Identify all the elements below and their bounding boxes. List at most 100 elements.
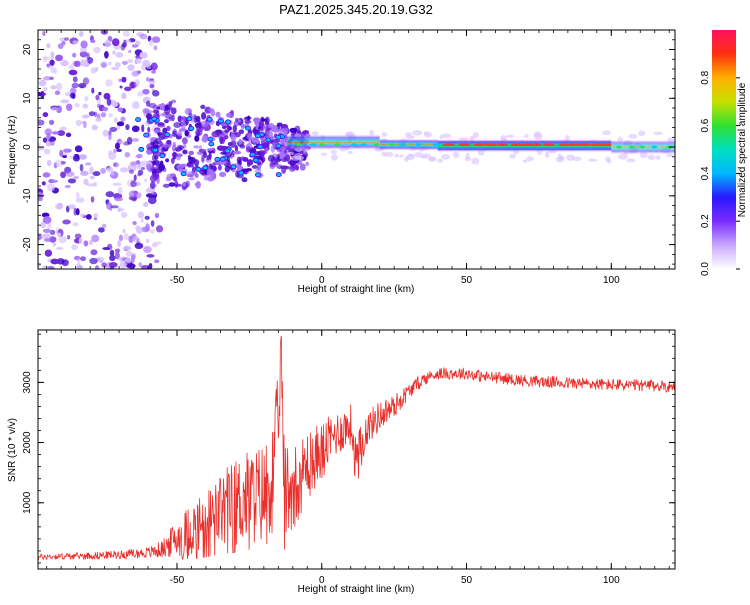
noise-blob	[154, 259, 159, 263]
halo-blob	[347, 151, 353, 154]
transition-blob	[252, 138, 258, 143]
transition-blob	[225, 166, 230, 173]
noise-blob	[151, 70, 156, 73]
noise-blob	[43, 57, 51, 60]
band-peak	[543, 143, 555, 146]
band-peak	[458, 143, 470, 146]
hotspot-blob	[136, 118, 141, 122]
noise-blob	[50, 259, 59, 265]
noise-blob	[117, 121, 124, 126]
transition-blob	[230, 134, 236, 141]
hotspot-blob	[144, 133, 149, 137]
halo-blob	[404, 157, 409, 162]
hotspot-blob	[207, 117, 212, 121]
hotspot-blob	[218, 119, 223, 123]
hotspot-blob	[203, 166, 208, 170]
noise-blob	[127, 64, 134, 71]
halo-blob	[412, 130, 422, 136]
noise-blob	[68, 65, 74, 70]
noise-blob	[82, 104, 88, 109]
noise-blob	[154, 45, 158, 50]
halo-blob	[626, 158, 636, 162]
noise-blob	[116, 52, 124, 58]
hotspot-blob	[215, 157, 220, 161]
hotspot-blob	[153, 148, 158, 152]
transition-blob	[215, 112, 220, 118]
transition-blob	[279, 156, 283, 159]
noise-blob	[105, 79, 112, 86]
noise-blob	[73, 222, 79, 226]
noise-blob	[37, 92, 42, 96]
transition-blob	[182, 150, 187, 155]
noise-blob	[66, 104, 72, 111]
noise-blob	[74, 103, 79, 107]
noise-blob	[121, 77, 126, 83]
transition-blob	[238, 139, 242, 144]
hotspot-blob	[208, 137, 213, 141]
noise-blob	[109, 255, 116, 261]
noise-blob	[132, 71, 139, 77]
noise-blob	[108, 113, 112, 117]
noise-blob	[80, 41, 87, 49]
noise-blob	[92, 125, 99, 131]
noise-blob	[122, 229, 126, 233]
noise-blob	[114, 117, 118, 123]
transition-blob	[171, 108, 177, 115]
noise-blob	[91, 196, 95, 202]
noise-blob	[45, 249, 52, 256]
spectrogram-xtick-label: 100	[603, 275, 620, 286]
noise-blob	[73, 76, 78, 82]
hotspot-blob	[187, 117, 192, 121]
halo-blob	[442, 133, 451, 138]
noise-blob	[80, 256, 86, 261]
noise-blob	[70, 93, 76, 99]
transition-blob	[255, 124, 258, 130]
noise-blob	[128, 50, 131, 53]
transition-blob	[206, 148, 213, 151]
noise-blob	[137, 173, 141, 176]
noise-blob	[149, 39, 154, 46]
noise-blob	[60, 99, 69, 103]
noise-blob	[154, 241, 162, 244]
noise-blob	[79, 238, 83, 244]
halo-blob	[545, 152, 549, 159]
hotspot-blob	[225, 149, 230, 153]
transition-blob	[222, 125, 227, 129]
colorbar-gradient	[712, 30, 736, 269]
band-peak	[484, 143, 496, 146]
band-peak	[319, 143, 325, 146]
transition-blob	[265, 121, 269, 125]
noise-blob	[146, 239, 150, 243]
noise-blob	[132, 221, 136, 225]
transition-blob	[149, 103, 157, 108]
noise-blob	[43, 137, 47, 142]
noise-blob	[42, 265, 48, 271]
noise-blob	[132, 101, 140, 109]
noise-blob	[103, 130, 109, 137]
transition-blob	[152, 174, 159, 180]
spectrogram-panel: -50 0 50 100 -20-1001020 Height of straight…	[7, 29, 675, 295]
transition-blob	[280, 165, 288, 169]
noise-blob	[49, 120, 54, 125]
hotspot-blob	[226, 120, 231, 124]
transition-blob	[233, 125, 237, 132]
band-peak	[310, 143, 316, 146]
noise-blob	[143, 246, 152, 253]
transition-blob	[247, 163, 251, 167]
noise-blob	[131, 255, 135, 263]
transition-blob	[194, 182, 199, 186]
hotspot-blob	[181, 172, 186, 176]
band-peak	[443, 143, 455, 146]
noise-blob	[38, 197, 43, 202]
noise-blob	[50, 85, 56, 89]
hotspot-blob	[196, 167, 201, 171]
halo-blob	[437, 159, 443, 163]
noise-blob	[83, 121, 87, 129]
hotspot-blob	[220, 157, 225, 161]
noise-blob	[106, 191, 115, 197]
noise-blob	[150, 229, 155, 234]
noise-blob	[127, 137, 133, 145]
colorbar-label: Normalized spectral amplitude	[737, 82, 748, 217]
transition-blob	[247, 133, 252, 140]
noise-blob	[125, 124, 129, 130]
